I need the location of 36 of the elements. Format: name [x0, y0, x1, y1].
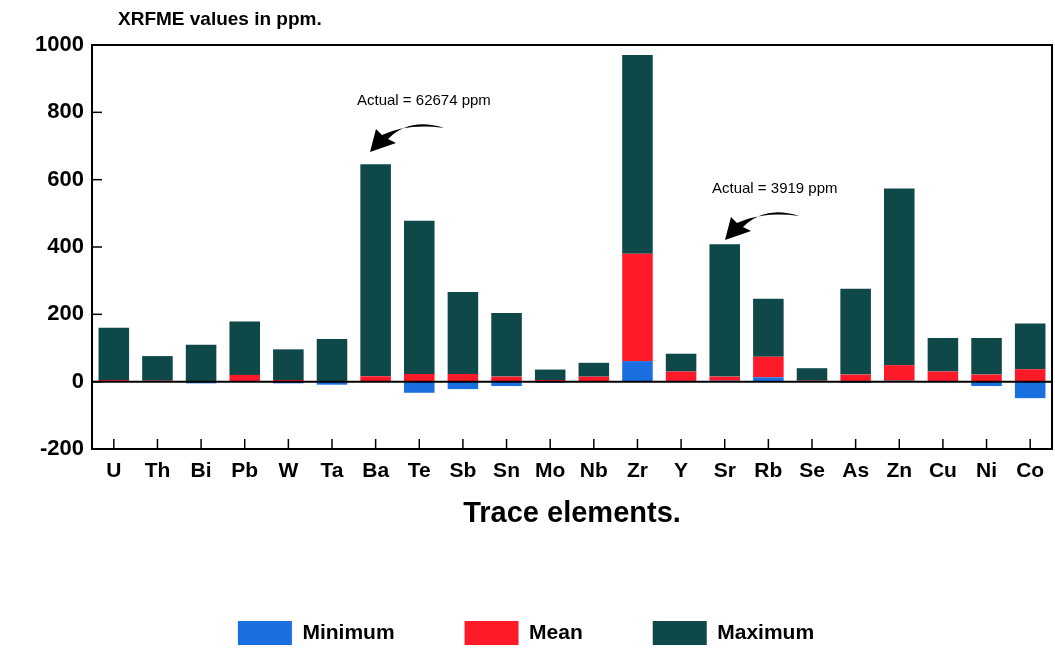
x-tick-label: W	[278, 458, 299, 482]
x-tick-label: Sb	[449, 458, 477, 482]
x-tick-label: As	[842, 458, 870, 482]
x-tick-label: Mo	[535, 458, 566, 482]
y-tick-label: 1000	[35, 31, 84, 57]
x-tick-label: Te	[407, 458, 431, 482]
x-tick-label: Pb	[231, 458, 259, 482]
legend-label: Maximum	[717, 619, 815, 643]
x-tick-label: Rb	[754, 458, 783, 482]
x-tick-label: U	[106, 458, 122, 482]
x-tick-label: Ni	[976, 458, 998, 482]
x-axis-title: Trace elements.	[463, 495, 681, 528]
x-tick-label: Zn	[886, 458, 913, 482]
y-tick-label: 600	[47, 165, 84, 191]
x-tick-label: Y	[674, 458, 689, 482]
x-tick-label: Cu	[928, 458, 957, 482]
x-tick-label: Bi	[190, 458, 212, 482]
x-tick-label: Zr	[626, 458, 648, 482]
y-tick-label: 0	[71, 367, 84, 393]
annotation: Actual = 62674 ppm	[357, 91, 491, 108]
y-tick-label: 400	[47, 233, 84, 259]
y-tick-label: -200	[39, 435, 84, 461]
y-axis-title: XRFME values in ppm.	[118, 8, 322, 30]
x-tick-label: Ta	[320, 458, 344, 482]
y-tick-label: 800	[47, 98, 84, 124]
x-tick-label: Sr	[713, 458, 736, 482]
x-tick-label: Sn	[493, 458, 520, 482]
x-tick-label: Nb	[579, 458, 608, 482]
x-tick-label: Co	[1016, 458, 1045, 482]
x-tick-label: Th	[144, 458, 171, 482]
x-tick-label: Se	[799, 458, 825, 482]
legend-label: Minimum	[302, 619, 395, 643]
y-tick-label: 200	[47, 300, 84, 326]
legend-label: Mean	[529, 619, 583, 643]
x-tick-label: Ba	[362, 458, 390, 482]
annotation: Actual = 3919 ppm	[712, 179, 838, 196]
